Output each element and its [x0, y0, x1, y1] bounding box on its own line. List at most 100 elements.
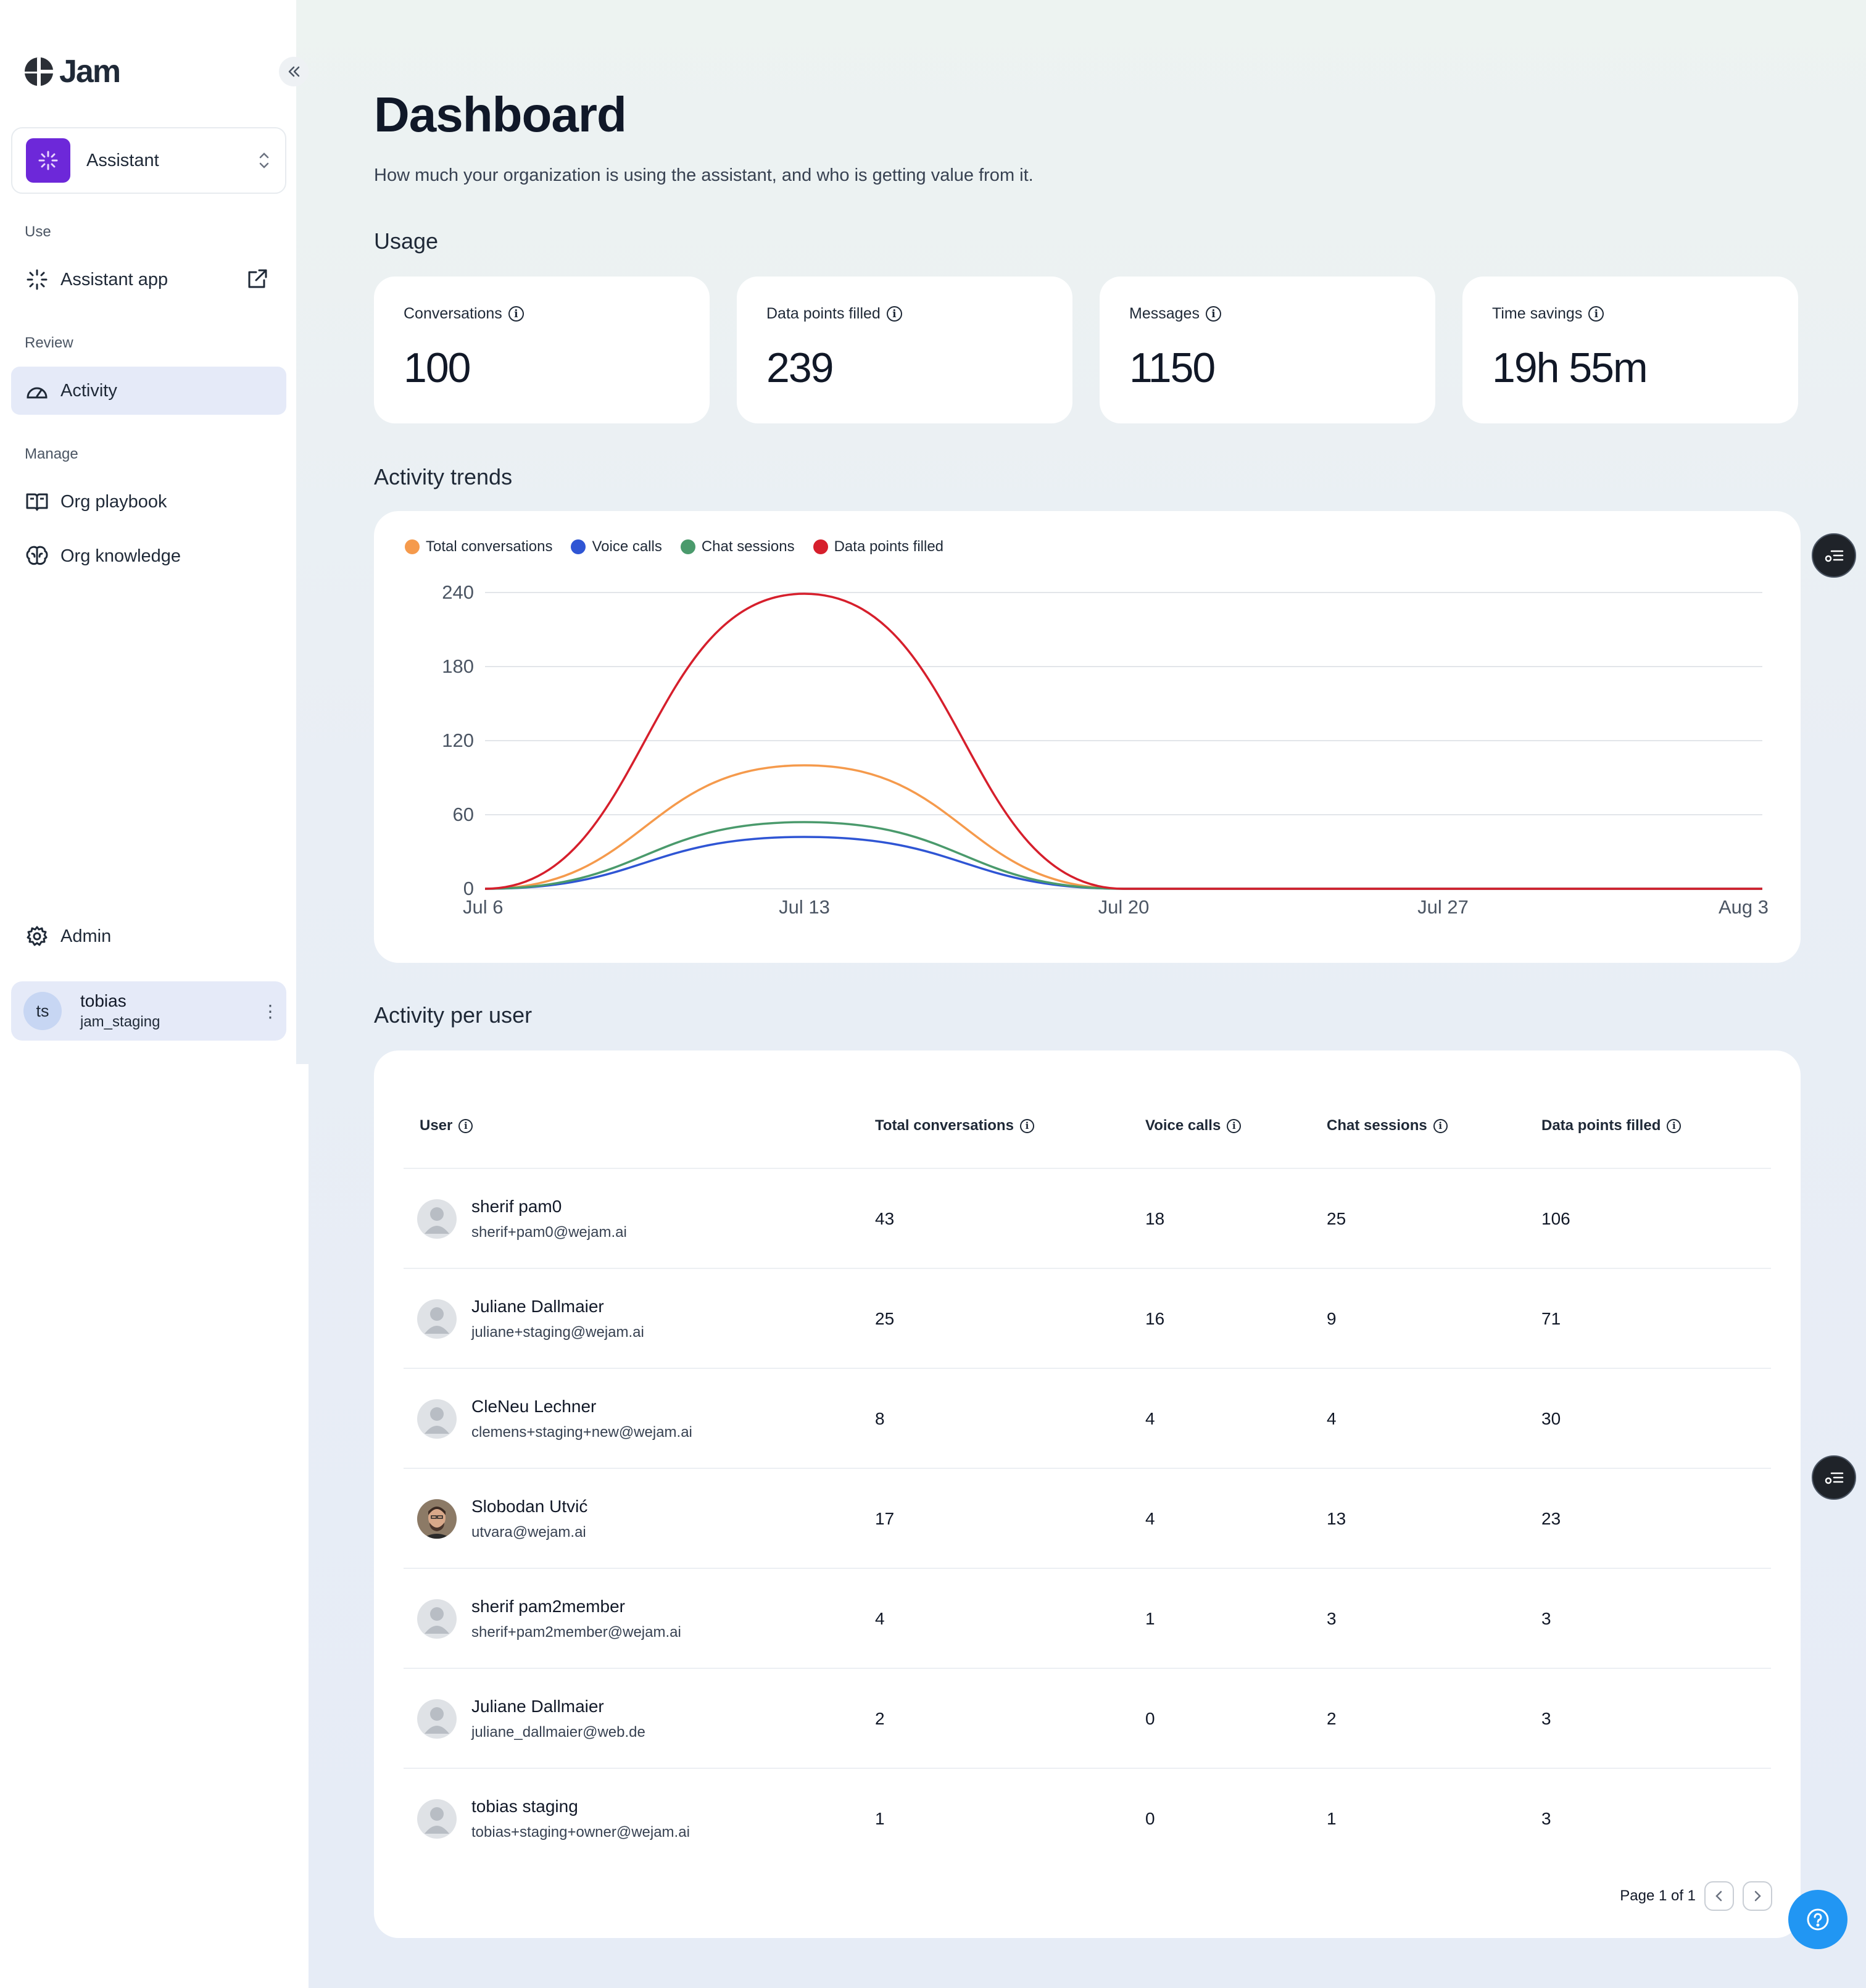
collapse-sidebar-button[interactable] — [279, 57, 309, 86]
sidebar-item-org-knowledge[interactable]: Org knowledge — [11, 532, 286, 580]
list-settings-icon — [1825, 550, 1844, 562]
user-name: CleNeu Lechner — [471, 1397, 597, 1416]
sidebar-item-admin[interactable]: Admin — [11, 912, 286, 960]
help-button[interactable] — [1788, 1890, 1847, 1949]
cell-chat: 1 — [1327, 1809, 1337, 1828]
cell-total: 2 — [875, 1709, 885, 1728]
column-header-total-conversations[interactable]: Total conversations i — [875, 1117, 1034, 1134]
info-icon[interactable]: i — [508, 306, 524, 322]
stat-label: Time savings — [1492, 305, 1583, 322]
stat-card-conversations: Conversations i 100 — [374, 277, 710, 423]
cell-total: 4 — [875, 1609, 885, 1628]
legend-swatch — [571, 539, 586, 554]
user-email: utvara@wejam.ai — [471, 1524, 586, 1541]
cell-chat: 13 — [1327, 1509, 1346, 1528]
info-icon[interactable]: i — [1019, 1118, 1034, 1133]
legend-item[interactable]: Voice calls — [571, 538, 662, 555]
user-cell: sherif pam2member sherif+pam2member@wejam… — [417, 1569, 681, 1669]
jam-logo-icon — [25, 57, 53, 86]
activity-trends-chart: Total conversations Voice calls Chat ses… — [374, 511, 1801, 963]
floating-panel-button[interactable] — [1812, 533, 1856, 578]
info-icon[interactable]: i — [886, 306, 902, 322]
cell-chat: 2 — [1327, 1709, 1337, 1728]
stat-label: Conversations — [404, 305, 502, 322]
jam-logo[interactable]: Jam — [23, 53, 121, 90]
info-icon[interactable]: i — [1205, 306, 1221, 322]
cell-chat: 9 — [1327, 1309, 1337, 1328]
sidebar-item-label: Activity — [60, 380, 117, 401]
user-name: tobias staging — [471, 1797, 578, 1816]
x-tick-label: Jul 20 — [1098, 896, 1150, 918]
sidebar-item-org-playbook[interactable]: Org playbook — [11, 478, 286, 526]
workspace-switcher-label: Assistant — [86, 150, 159, 170]
cell-total: 1 — [875, 1809, 885, 1828]
x-tick-label: Jul 27 — [1417, 896, 1469, 918]
info-icon[interactable]: i — [458, 1118, 473, 1133]
info-icon[interactable]: i — [1588, 306, 1604, 322]
more-vertical-icon[interactable]: ⋮ — [262, 1001, 279, 1021]
sidebar-item-activity[interactable]: Activity — [11, 367, 286, 415]
info-icon[interactable]: i — [1227, 1118, 1242, 1133]
column-header-user[interactable]: User i — [420, 1117, 473, 1134]
cell-chat: 4 — [1327, 1409, 1337, 1428]
chevrons-left-icon — [288, 66, 300, 77]
assistant-sparkle-icon — [26, 138, 70, 183]
y-tick-label: 120 — [442, 730, 474, 751]
user-name: Slobodan Utvić — [471, 1497, 588, 1516]
legend-swatch — [813, 539, 828, 554]
table-row[interactable]: Juliane Dallmaier juliane_dallmaier@web.d… — [404, 1668, 1771, 1768]
previous-page-button[interactable] — [1704, 1881, 1734, 1911]
external-link-icon[interactable] — [246, 267, 269, 296]
cell-data: 23 — [1541, 1509, 1561, 1528]
info-icon[interactable]: i — [1667, 1118, 1681, 1133]
pagination: Page 1 of 1 — [1620, 1881, 1772, 1911]
info-icon[interactable]: i — [1433, 1118, 1448, 1133]
stat-label: Messages — [1129, 305, 1200, 322]
workspace-switcher[interactable]: Assistant — [11, 127, 286, 194]
cell-total: 43 — [875, 1209, 895, 1228]
x-tick-label: Aug 3 — [1719, 896, 1769, 918]
sidebar-item-assistant-app[interactable]: Assistant app — [11, 256, 286, 304]
cell-data: 3 — [1541, 1809, 1551, 1828]
line-chart-canvas: 0 60 120 180 240 Jul 6 Jul 13 Jul 20 Jul 27 Aug 3 — [442, 581, 1769, 918]
current-user-card[interactable]: ts tobias jam_staging ⋮ — [11, 981, 286, 1041]
legend-swatch — [405, 539, 420, 554]
sidebar-item-label: Org knowledge — [60, 546, 181, 566]
stat-value: 1150 — [1129, 344, 1216, 391]
table-row[interactable]: sherif pam0 sherif+pam0@wejam.ai 43 18 25 106 — [404, 1168, 1771, 1268]
default-avatar-icon — [417, 1799, 457, 1839]
section-label-review: Review — [25, 335, 73, 351]
table-row[interactable]: sherif pam2member sherif+pam2member@wejam… — [404, 1568, 1771, 1668]
default-avatar-icon — [417, 1599, 457, 1639]
user-cell: CleNeu Lechner clemens+staging+new@wejam.… — [417, 1369, 692, 1469]
column-header-data-points-filled[interactable]: Data points filled i — [1541, 1117, 1681, 1134]
sidebar-background — [0, 1064, 309, 1988]
cell-data: 71 — [1541, 1309, 1561, 1328]
column-header-label: Chat sessions — [1327, 1117, 1427, 1134]
legend-item[interactable]: Total conversations — [405, 538, 552, 555]
cell-total: 8 — [875, 1409, 885, 1428]
column-header-chat-sessions[interactable]: Chat sessions i — [1327, 1117, 1448, 1134]
y-tick-label: 240 — [442, 581, 474, 603]
table-row[interactable]: Juliane Dallmaier juliane+staging@wejam.a… — [404, 1268, 1771, 1368]
user-cell: Juliane Dallmaier juliane_dallmaier@web.d… — [417, 1669, 645, 1769]
column-header-voice-calls[interactable]: Voice calls i — [1145, 1117, 1242, 1134]
user-name: Juliane Dallmaier — [471, 1297, 604, 1316]
table-row[interactable]: tobias staging tobias+staging+owner@wejam… — [404, 1768, 1771, 1868]
user-name: sherif pam0 — [471, 1197, 562, 1216]
cell-voice: 4 — [1145, 1509, 1155, 1528]
activity-per-user-heading: Activity per user — [374, 1002, 533, 1028]
cell-data: 3 — [1541, 1609, 1551, 1628]
user-cell: Juliane Dallmaier juliane+staging@wejam.a… — [417, 1269, 644, 1369]
table-row[interactable]: CleNeu Lechner clemens+staging+new@wejam.… — [404, 1368, 1771, 1468]
user-name: sherif pam2member — [471, 1597, 625, 1616]
page-subtitle: How much your organization is using the … — [374, 165, 1034, 185]
floating-panel-button[interactable] — [1812, 1455, 1856, 1500]
legend-item[interactable]: Chat sessions — [680, 538, 795, 555]
sparkle-icon — [25, 267, 49, 292]
avatar: ts — [23, 992, 62, 1030]
next-page-button[interactable] — [1743, 1881, 1772, 1911]
table-row[interactable]: Slobodan Utvić utvara@wejam.ai 17 4 13 23 — [404, 1468, 1771, 1568]
legend-item[interactable]: Data points filled — [813, 538, 943, 555]
user-email: tobias+staging+owner@wejam.ai — [471, 1824, 690, 1840]
